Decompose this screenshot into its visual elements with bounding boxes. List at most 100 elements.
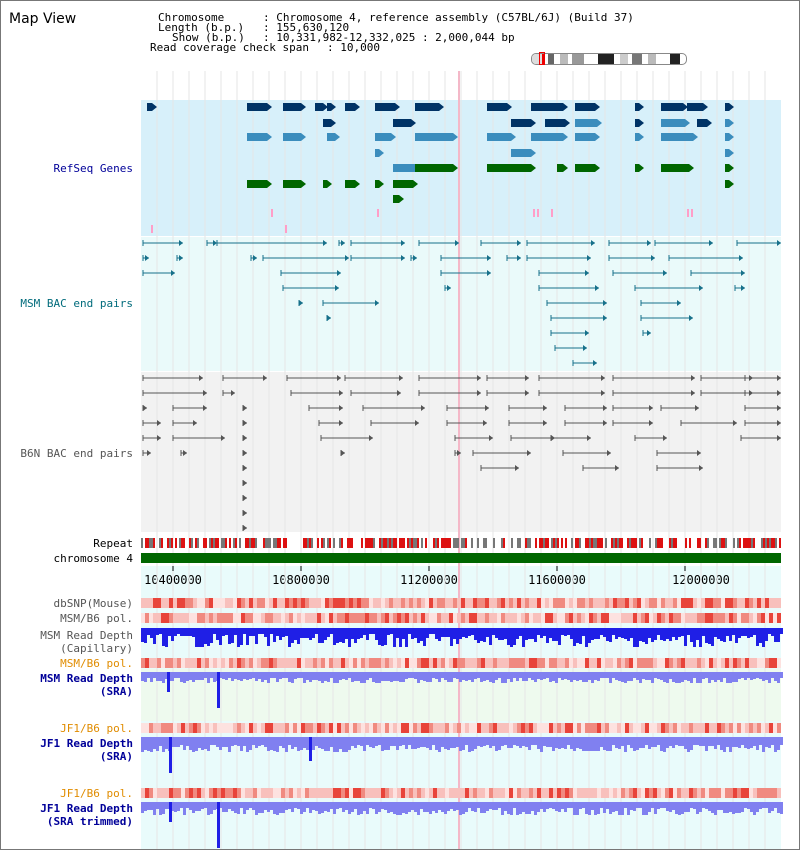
repeat-mark <box>597 538 599 548</box>
gene-arrow <box>685 119 690 127</box>
depth-bar <box>570 802 573 808</box>
polymorphism-cell <box>397 788 401 798</box>
depth-bar <box>165 628 168 647</box>
bac-end-arrow <box>601 375 605 381</box>
depth-bar <box>450 672 453 682</box>
polymorphism-cell <box>301 788 305 798</box>
polymorphism-cell <box>293 658 297 668</box>
depth-bar <box>264 802 267 810</box>
repeat-mark <box>445 538 447 548</box>
depth-bar <box>444 737 447 749</box>
track-label-b6n-bac[interactable]: B6N BAC end pairs <box>20 447 133 460</box>
depth-bar <box>285 672 288 678</box>
repeat-mark <box>685 538 687 548</box>
bac-end-arrow <box>603 405 607 411</box>
depth-spike <box>169 802 172 822</box>
repeat-mark <box>329 538 331 548</box>
bac-end-arrow <box>741 270 745 276</box>
bac-end-arrow <box>527 450 531 456</box>
region-marker[interactable] <box>539 52 545 65</box>
depth-bar <box>561 628 564 635</box>
depth-bar <box>645 672 648 680</box>
depth-bar <box>672 802 675 810</box>
repeat-mark <box>383 538 385 548</box>
depth-bar <box>489 628 492 645</box>
depth-bar <box>369 672 372 678</box>
depth-bar <box>732 628 735 635</box>
depth-bar <box>441 737 444 747</box>
bac-end-arrow <box>591 240 595 246</box>
polymorphism-cell <box>773 723 777 733</box>
depth-bar <box>690 737 693 750</box>
gene-block <box>635 164 639 172</box>
polymorphism-cell <box>409 613 413 623</box>
polymorphism-cell <box>341 598 345 608</box>
bac-end-arrow <box>485 405 489 411</box>
polymorphism-cell <box>505 658 509 668</box>
polymorphism-cell <box>753 723 757 733</box>
gene-arrow <box>729 164 734 172</box>
depth-bar <box>657 672 660 679</box>
polymorphism-cell <box>653 598 657 608</box>
polymorphism-cell <box>453 723 457 733</box>
polymorphism-cell <box>637 788 641 798</box>
depth-bar <box>180 802 183 808</box>
depth-bar <box>192 672 195 682</box>
polymorphism-cell <box>661 723 665 733</box>
polymorphism-cell <box>669 658 673 668</box>
chromosome-ideogram[interactable] <box>531 53 687 65</box>
depth-bar <box>591 628 594 640</box>
depth-bar <box>681 737 684 746</box>
polymorphism-cell <box>537 598 541 608</box>
polymorphism-cell <box>305 788 309 798</box>
polymorphism-cell <box>289 598 293 608</box>
track-label-refseq[interactable]: RefSeq Genes <box>53 162 133 175</box>
gene-block <box>687 103 703 111</box>
polymorphism-cell <box>721 723 725 733</box>
polymorphism-cell <box>233 723 237 733</box>
depth-bar <box>537 737 540 749</box>
track-label-msm-bac[interactable]: MSM BAC end pairs <box>20 297 133 310</box>
depth-bar <box>432 672 435 678</box>
polymorphism-cell <box>265 613 269 623</box>
repeat-mark <box>539 538 541 548</box>
depth-bar <box>327 672 330 682</box>
polymorphism-cell <box>181 788 185 798</box>
gene-block <box>635 119 639 127</box>
polymorphism-cell <box>357 598 361 608</box>
depth-bar <box>306 737 309 750</box>
polymorphism-cell <box>433 788 437 798</box>
repeat-mark <box>217 538 219 548</box>
gene-tick <box>537 209 539 217</box>
polymorphism-cell <box>293 788 297 798</box>
polymorphism-cell <box>525 598 529 608</box>
depth-bar <box>474 737 477 749</box>
gene-arrow <box>693 133 698 141</box>
polymorphism-cell <box>425 658 429 668</box>
repeat-mark <box>675 538 677 548</box>
depth-bar <box>762 672 765 681</box>
depth-bar <box>582 737 585 751</box>
depth-bar <box>744 802 747 808</box>
bac-end-arrow <box>517 255 521 261</box>
depth-bar <box>198 672 201 680</box>
depth-bar <box>294 628 297 640</box>
polymorphism-cell <box>161 788 165 798</box>
polymorphism-cell <box>169 723 173 733</box>
polymorphism-cell <box>473 723 477 733</box>
repeat-mark <box>565 538 567 548</box>
depth-bar <box>315 628 318 634</box>
depth-bar <box>336 802 339 809</box>
depth-bar <box>591 802 594 810</box>
polymorphism-cell <box>669 723 673 733</box>
polymorphism-cell <box>469 658 473 668</box>
depth-bar <box>711 737 714 746</box>
polymorphism-cell <box>665 658 669 668</box>
polymorphism-cell <box>377 723 381 733</box>
polymorphism-cell <box>741 788 745 798</box>
depth-bar <box>426 672 429 682</box>
depth-bar <box>588 737 591 751</box>
polymorphism-cell <box>477 723 481 733</box>
polymorphism-cell <box>337 788 341 798</box>
